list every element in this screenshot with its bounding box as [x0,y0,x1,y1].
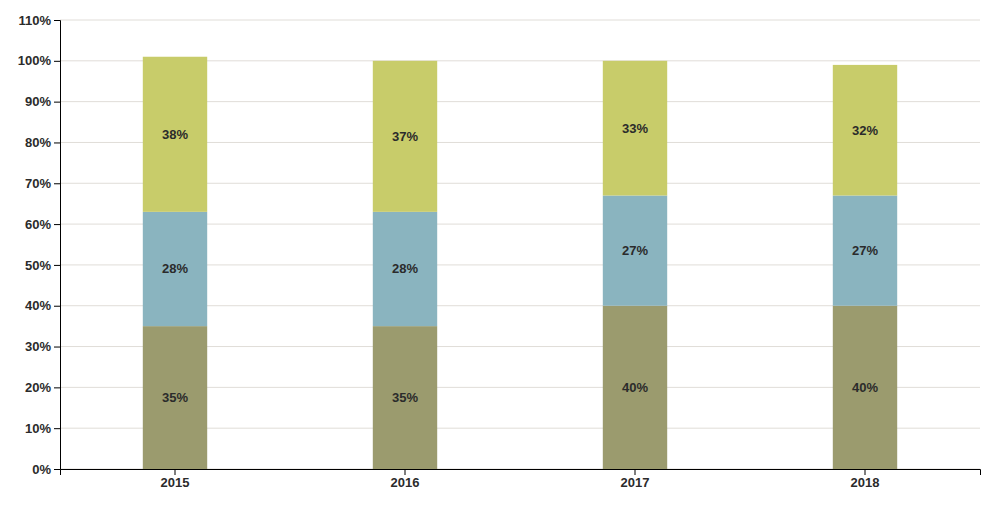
tick-label: 20% [25,380,51,395]
data-label: 37% [392,129,418,144]
tick-mark [54,224,60,225]
bar [143,57,207,212]
tick: 50% [25,258,60,273]
tick-label: 2018 [851,475,880,490]
tick: 2015 [161,469,190,490]
bar [143,212,207,326]
grid [60,20,980,469]
tick: 80% [25,135,60,150]
tick-mark [54,265,60,266]
tick: 2016 [391,469,420,490]
data-label: 35% [162,390,188,405]
tick-mark [54,20,60,21]
bars [143,57,897,469]
data-label: 28% [392,261,418,276]
bar [373,326,437,469]
data-label: 27% [622,243,648,258]
bar [373,212,437,326]
tick-mark [54,347,60,348]
tick: 40% [25,298,60,313]
data-label: 40% [622,380,648,395]
tick-mark [54,142,60,143]
bar [833,196,897,306]
tick-label: 70% [25,176,51,191]
data-label: 28% [162,261,188,276]
bar [603,61,667,196]
tick: 20% [25,380,60,395]
tick-label: 60% [25,217,51,232]
tick-mark [54,61,60,62]
bar [833,65,897,196]
tick-label: 100% [18,53,52,68]
tick-mark [54,428,60,429]
bar [603,196,667,306]
x-axis: 2015 2016 2017 2018 [61,469,981,490]
tick: 0% [32,462,60,477]
tick-mark [865,469,866,475]
data-label: 35% [392,390,418,405]
bar [143,326,207,469]
bar [373,61,437,212]
tick-label: 2015 [161,475,190,490]
tick-label: 10% [25,421,51,436]
tick: 70% [25,176,60,191]
data-label: 27% [852,243,878,258]
tick-mark [54,469,60,470]
tick: 10% [25,421,60,436]
grid-line [60,20,980,21]
tick: 30% [25,339,60,354]
data-label: 33% [622,121,648,136]
tick-mark [175,469,176,475]
data-label: 40% [852,380,878,395]
data-label: 38% [162,127,188,142]
bar [603,306,667,469]
tick-label: 2016 [391,475,420,490]
tick-label: 2017 [621,475,650,490]
tick-mark [54,306,60,307]
tick-mark [54,387,60,388]
data-label: 32% [852,123,878,138]
data-labels: 35% 35% 40% 40% 28% 28% 27% 27% 38% 37% 33% 32% [162,121,878,405]
tick-label: 90% [25,94,51,109]
bar [833,306,897,469]
tick-label: 30% [25,339,51,354]
tick-mark [54,183,60,184]
axis-line [61,470,981,476]
tick-mark [405,469,406,475]
tick: 100% [18,53,60,68]
tick-label: 40% [25,298,51,313]
plot-area: 0% 10% 20% 30% 40% 50% 60% 70% 80% 90% 100% 110% 201… [18,13,981,491]
tick-label: 50% [25,258,51,273]
tick: 90% [25,94,60,109]
tick: 110% [18,13,60,28]
chart: 0% 10% 20% 30% 40% 50% 60% 70% 80% 90% 100% 110% 201… [0,0,1000,509]
tick: 2017 [621,469,650,490]
tick-mark [635,469,636,475]
y-axis: 0% 10% 20% 30% 40% 50% 60% 70% 80% 90% 100% 110% [18,13,61,477]
tick-mark [54,102,60,103]
tick: 2018 [851,469,880,490]
tick: 60% [25,217,60,232]
tick-label: 80% [25,135,51,150]
axis-line [54,21,61,470]
tick-label: 110% [18,13,51,28]
tick-label: 0% [32,462,51,477]
